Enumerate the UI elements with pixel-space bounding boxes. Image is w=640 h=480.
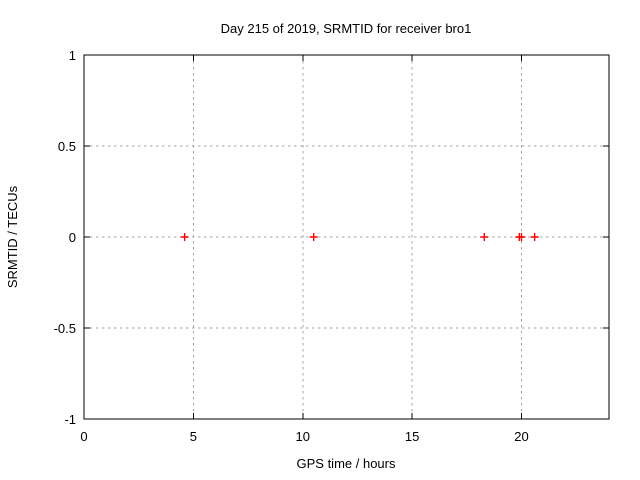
- plot-border: [83, 54, 610, 420]
- y-tick-label: -1: [64, 412, 76, 427]
- y-tick-label: 0: [69, 230, 76, 245]
- data-point-marker: [530, 233, 539, 241]
- x-axis-label: GPS time / hours: [297, 456, 396, 471]
- x-tick-label: 15: [405, 429, 419, 444]
- grid-layer: [84, 55, 609, 419]
- data-point-marker: [309, 233, 318, 241]
- data-point-marker: [480, 233, 489, 241]
- y-tick-label: -0.5: [54, 321, 76, 336]
- data-point-marker: [180, 233, 189, 241]
- tick-label-layer: 0 5 10 15 20 1 0.5 0 -0.5 -1: [54, 48, 529, 444]
- y-tick-label: 0.5: [58, 139, 76, 154]
- data-point-marker: [517, 233, 526, 241]
- y-tick-label: 1: [69, 48, 76, 63]
- y-axis-label: SRMTID / TECUs: [5, 185, 20, 288]
- chart-title: Day 215 of 2019, SRMTID for receiver bro…: [221, 21, 472, 36]
- x-tick-label: 0: [80, 429, 87, 444]
- x-tick-label: 10: [296, 429, 310, 444]
- x-tick-label: 20: [514, 429, 528, 444]
- data-point-layer: [180, 233, 539, 241]
- x-tick-label: 5: [190, 429, 197, 444]
